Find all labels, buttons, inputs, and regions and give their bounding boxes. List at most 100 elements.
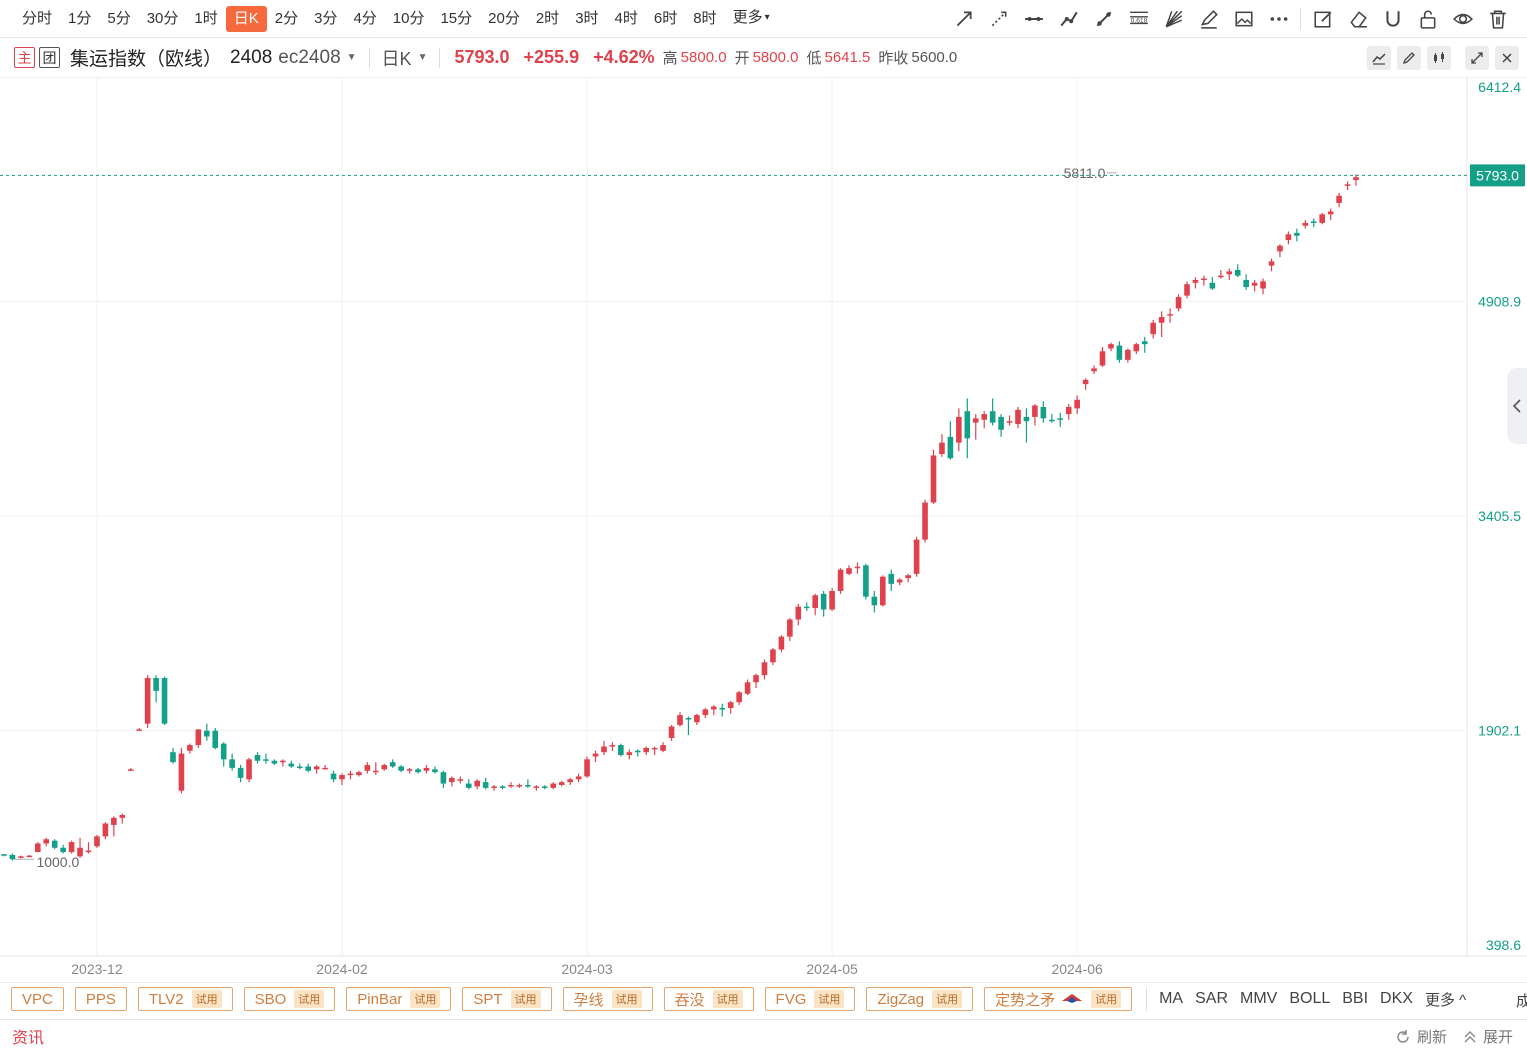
main-indicator-dkx[interactable]: DKX [1380,990,1413,1007]
period-tab[interactable]: 20分 [488,9,520,27]
chevron-down-icon[interactable]: ▼ [346,52,357,63]
candle-body [1125,349,1131,360]
candle-body [736,692,742,703]
candle-body [1218,275,1224,278]
main-indicator-sar[interactable]: SAR [1195,990,1228,1007]
divider [1300,8,1301,30]
dashed-ray-icon[interactable] [981,0,1016,38]
candle-body [1032,405,1038,417]
candle-body [1116,345,1123,360]
more-indicators-button[interactable]: 更多 ^ [1424,991,1467,1009]
candle-body [43,839,50,844]
period-tab[interactable]: 10分 [392,9,425,27]
indicator-button[interactable]: 吞没 试用 [663,987,754,1011]
indicator-button[interactable]: FVG 试用 [764,987,856,1011]
indicator-bar: VPC PPS TLV2 试用 SBO 试用 PinBar 试用 SPT 试用 孕线 试用 吞没 试用 FV… [0,982,1527,1015]
draw-pencil-icon[interactable] [1397,46,1421,70]
chevron-down-icon[interactable]: ▼ [417,52,428,63]
main-indicator-mmv[interactable]: MMV [1240,990,1278,1007]
candle-body [35,843,41,853]
indicator-settings-icon[interactable] [1367,46,1391,70]
segment-icon[interactable] [1086,0,1121,38]
brush-icon[interactable] [1191,0,1226,38]
candle-body [398,766,404,771]
more-dots-icon[interactable] [1261,0,1296,38]
indicator-button[interactable]: SBO 试用 [243,987,336,1011]
candle-body [1184,284,1190,296]
period-tab[interactable]: 2时 [535,9,560,27]
kline-type-selector[interactable]: 日K [381,48,412,69]
indicator-button[interactable]: SPT 试用 [462,987,552,1011]
max-price-label: 5811.0 [1064,165,1106,181]
period-tab[interactable]: 8时 [693,9,717,27]
period-tab[interactable]: 5分 [107,9,131,27]
news-tab[interactable]: 资讯 [12,1029,45,1047]
candle-body [313,766,320,770]
contract-selector[interactable]: ec2408 [278,46,341,68]
indicator-button[interactable]: PinBar 试用 [346,987,452,1011]
min-price-label: 1000.0 [36,854,79,870]
main-contract-tag[interactable]: 主 [14,47,35,68]
lock-icon[interactable] [1410,0,1445,38]
fan-lines-icon[interactable] [1156,0,1191,38]
period-tab[interactable]: 1分 [68,9,92,27]
period-tab[interactable]: 6时 [653,9,678,27]
svg-text:0.618: 0.618 [1130,17,1147,24]
fibonacci-icon[interactable]: 0.618 [1121,0,1156,38]
period-tab[interactable]: 日K [225,5,267,32]
period-tab[interactable]: 更多 [725,5,778,33]
candle-body [744,682,751,694]
expand-button[interactable]: 展开 [1463,1026,1513,1047]
close-icon[interactable] [1495,46,1519,70]
indicator-button[interactable]: 孕线 试用 [562,987,653,1011]
candle-body [229,759,235,768]
double-chevron-up-icon [1464,1030,1476,1042]
candle-body [1302,222,1309,226]
candle-body [1057,418,1064,420]
horizontal-line-icon[interactable] [1016,0,1051,38]
main-indicator-boll[interactable]: BOLL [1289,990,1331,1007]
period-tab[interactable]: 4时 [614,9,638,27]
candlestick-chart[interactable]: 6412.4 4908.9 3405.5 1902.1 398.6 2023-12 2024… [0,78,1527,982]
eye-icon[interactable] [1445,0,1480,38]
candle-body [356,772,362,776]
period-tab[interactable]: 分时 [22,9,53,27]
main-indicator-bbi[interactable]: BBI [1342,990,1369,1007]
indicator-button[interactable]: PPS [74,987,127,1011]
period-tab[interactable]: 4分 [353,9,377,27]
candle-body [753,675,759,683]
candle-body [812,595,818,609]
trash-icon[interactable] [1480,0,1515,38]
last-price: 5793.0 [454,47,510,67]
period-tab[interactable]: 3时 [575,9,599,27]
group-tag[interactable]: 团 [39,47,60,68]
main-indicator-ma[interactable]: MA [1159,990,1184,1007]
indicator-button[interactable]: TLV2 试用 [137,987,233,1011]
indicator-button[interactable]: VPC [11,987,64,1011]
image-icon[interactable] [1226,0,1261,38]
candle-body [508,785,514,787]
fullscreen-icon[interactable] [1465,46,1489,70]
y-tick-label: 1902.1 [1478,722,1521,738]
period-tab[interactable]: 3分 [314,9,338,27]
indicator-button[interactable]: ZigZag 试用 [866,987,974,1011]
period-tab[interactable]: 1时 [194,9,218,27]
candle-body [1327,211,1334,215]
period-tab[interactable]: 2分 [274,9,299,27]
eraser-icon[interactable] [1340,0,1375,38]
arrow-line-icon[interactable] [946,0,981,38]
candle-body [364,765,371,771]
side-panel-toggle[interactable] [1507,368,1527,444]
period-tab[interactable]: 30分 [146,9,179,27]
refresh-button[interactable]: 刷新 [1395,1026,1447,1047]
note-icon[interactable] [1305,0,1340,38]
period-tab[interactable]: 15分 [440,9,473,27]
magnet-icon[interactable] [1375,0,1410,38]
candle-body [1150,322,1156,335]
indicator-button[interactable]: 定势之矛 试用 [984,987,1133,1011]
polyline-icon[interactable] [1051,0,1086,38]
high-value: 5800.0 [680,49,727,66]
candle-body [127,769,134,771]
candle-style-icon[interactable] [1427,46,1451,70]
candle-body [1141,341,1148,345]
